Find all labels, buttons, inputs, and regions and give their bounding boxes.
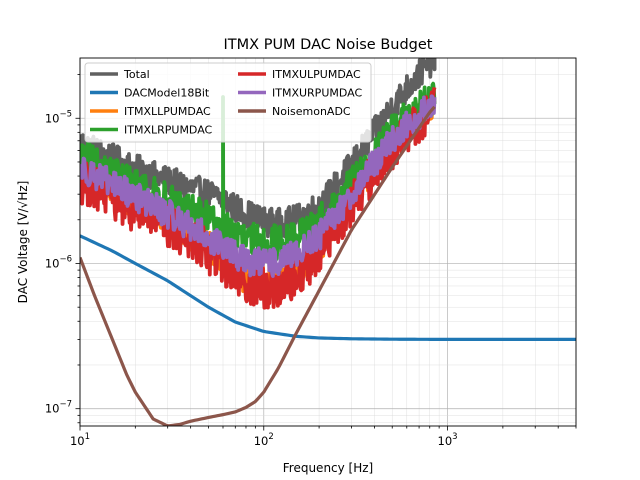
series-line-noisemonadc: [80, 105, 436, 426]
series-layer: [80, 58, 576, 426]
legend-label-dacmodel18bit: DACModel18Bit: [124, 87, 210, 100]
y-tick-label: 10−5: [45, 109, 72, 125]
legend-label-itmxulpumdac: ITMXULPUMDAC: [272, 68, 361, 81]
plot-frame: [79, 57, 577, 427]
legend-label-itmxllpumdac: ITMXLLPUMDAC: [124, 105, 211, 118]
chart-title: ITMX PUM DAC Noise Budget: [224, 37, 433, 53]
y-tick-label: 10−7: [45, 400, 72, 416]
series-line-itmxurpumdac: [80, 94, 437, 278]
x-tick-label: 102: [254, 432, 274, 448]
ticks: 101 102 103 10−7 10−6 10−5: [45, 74, 577, 448]
legend-label-noisemonadc: NoisemonADC: [272, 105, 351, 118]
y-tick-label: 10−6: [45, 254, 72, 270]
legend-box: [84, 62, 372, 143]
legend-label-total: Total: [123, 68, 150, 81]
legend: Total DACModel18Bit ITMXLLPUMDAC ITMXLRPUMD…: [84, 62, 372, 143]
legend-label-itmxurpumdac: ITMXURPUMDAC: [272, 87, 362, 100]
x-axis-label: Frequency [Hz]: [283, 461, 374, 475]
x-tick-label: 103: [438, 432, 458, 448]
legend-label-itmxlrpumdac: ITMXLRPUMDAC: [124, 124, 213, 137]
series-line-dacmodel18bit: [80, 234, 576, 342]
x-tick-label: 101: [70, 432, 90, 448]
y-axis-label: DAC Voltage [V/√Hz]: [16, 181, 30, 304]
